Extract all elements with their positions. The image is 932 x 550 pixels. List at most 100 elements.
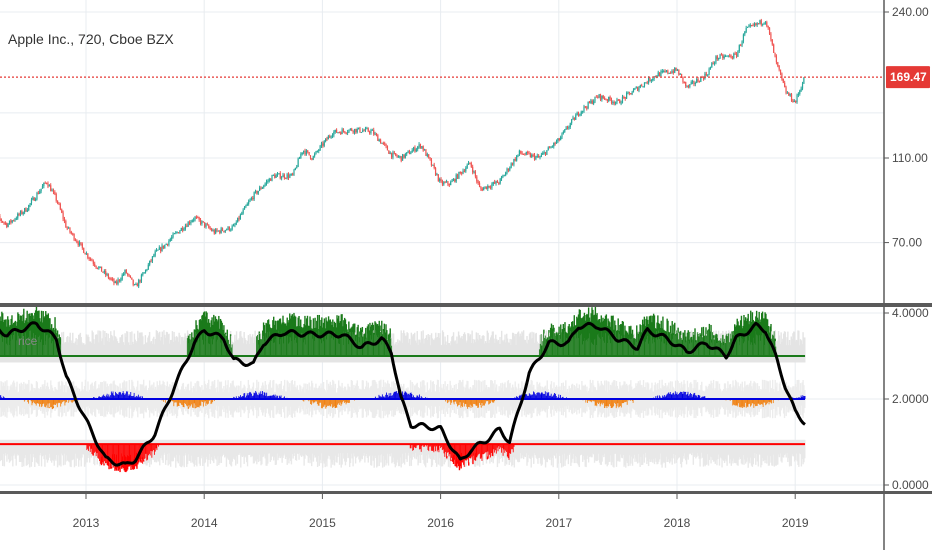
price-candles bbox=[0, 18, 805, 289]
candle-body bbox=[304, 150, 306, 155]
candle-body bbox=[59, 204, 61, 210]
candle-body bbox=[227, 226, 229, 230]
candle-body bbox=[166, 243, 169, 245]
candle-body bbox=[151, 256, 154, 261]
candle-body bbox=[56, 200, 59, 204]
candle-body bbox=[296, 166, 298, 168]
candle-body bbox=[352, 130, 354, 133]
candle-body bbox=[254, 190, 257, 193]
candle-body bbox=[351, 128, 353, 131]
candle-body bbox=[175, 232, 177, 234]
candle-body bbox=[184, 225, 187, 229]
candle-body bbox=[320, 143, 323, 146]
candle-body bbox=[201, 221, 203, 224]
candle-body bbox=[7, 223, 9, 227]
candle-body bbox=[213, 230, 215, 234]
candle-body bbox=[344, 131, 346, 133]
candle-body bbox=[308, 151, 310, 156]
candle-body bbox=[51, 190, 53, 192]
candle-body bbox=[205, 224, 207, 227]
candle-body bbox=[129, 275, 132, 278]
candle-body bbox=[323, 141, 325, 146]
candle-body bbox=[359, 127, 361, 133]
candle-body bbox=[63, 218, 66, 222]
candle-body bbox=[289, 175, 291, 178]
candle-body bbox=[155, 249, 158, 252]
candle-body bbox=[43, 182, 45, 187]
candle-body bbox=[197, 217, 199, 219]
candle-body bbox=[37, 192, 39, 194]
candle-body bbox=[268, 178, 270, 182]
candle-body bbox=[193, 219, 195, 221]
candle-body bbox=[338, 132, 340, 134]
candle-body bbox=[179, 230, 181, 234]
candle-body bbox=[228, 226, 230, 231]
candle-body bbox=[204, 222, 206, 227]
candle-body bbox=[259, 187, 261, 191]
candle-body bbox=[285, 178, 287, 180]
candle-body bbox=[363, 130, 365, 132]
candle-body bbox=[65, 221, 67, 228]
candle-body bbox=[113, 279, 115, 284]
candle-body bbox=[230, 229, 232, 231]
candle-body bbox=[217, 230, 220, 232]
candle-body bbox=[62, 212, 64, 219]
candle-body bbox=[208, 225, 210, 228]
candle-body bbox=[249, 199, 251, 202]
candle-body bbox=[160, 247, 162, 252]
candle-body bbox=[158, 247, 160, 250]
candle-body bbox=[271, 175, 273, 181]
candle-body bbox=[298, 157, 301, 159]
candle-body bbox=[212, 230, 214, 232]
candle-body bbox=[28, 205, 30, 211]
candle-body bbox=[246, 203, 248, 206]
candle-body bbox=[367, 128, 369, 132]
candle-body bbox=[322, 143, 324, 146]
candle-body bbox=[103, 270, 105, 273]
candle-body bbox=[219, 230, 221, 233]
candle-body bbox=[146, 269, 148, 271]
candle-body bbox=[85, 253, 88, 255]
candle-body bbox=[294, 167, 296, 170]
candle-body bbox=[52, 190, 55, 192]
candle-body bbox=[29, 203, 31, 206]
candle-body bbox=[282, 174, 284, 178]
candle-body bbox=[73, 233, 75, 240]
candle-body bbox=[267, 181, 269, 183]
candle-body bbox=[142, 273, 144, 275]
candle-body bbox=[290, 173, 292, 176]
candle-body bbox=[41, 186, 44, 189]
candle-body bbox=[190, 221, 192, 224]
candle-body bbox=[10, 220, 12, 223]
candle-body bbox=[6, 223, 8, 227]
candle-body bbox=[312, 156, 314, 160]
candle-body bbox=[206, 224, 209, 226]
candle-body bbox=[182, 227, 184, 231]
candle-body bbox=[165, 243, 167, 245]
candle-body bbox=[19, 211, 22, 215]
candle-body bbox=[24, 208, 26, 213]
candle-body bbox=[109, 278, 111, 280]
candle-body bbox=[70, 232, 72, 234]
oscillator-series bbox=[0, 321, 806, 467]
candle-body bbox=[106, 274, 108, 276]
candle-body bbox=[162, 245, 165, 249]
candle-body bbox=[94, 263, 96, 266]
candle-body bbox=[147, 264, 149, 270]
candle-body bbox=[14, 219, 16, 221]
candle-body bbox=[36, 192, 38, 199]
candle-body bbox=[319, 145, 321, 151]
candle-body bbox=[370, 130, 372, 133]
candle-body bbox=[2, 221, 4, 223]
candle-body bbox=[187, 222, 189, 227]
candle-body bbox=[44, 182, 46, 184]
candle-body bbox=[13, 220, 15, 222]
candle-body bbox=[241, 213, 243, 215]
candle-body bbox=[340, 132, 342, 135]
candle-body bbox=[171, 237, 173, 240]
candle-body bbox=[188, 222, 191, 224]
candle-body bbox=[177, 232, 180, 234]
candle-body bbox=[252, 197, 254, 200]
candle-body bbox=[336, 129, 338, 133]
